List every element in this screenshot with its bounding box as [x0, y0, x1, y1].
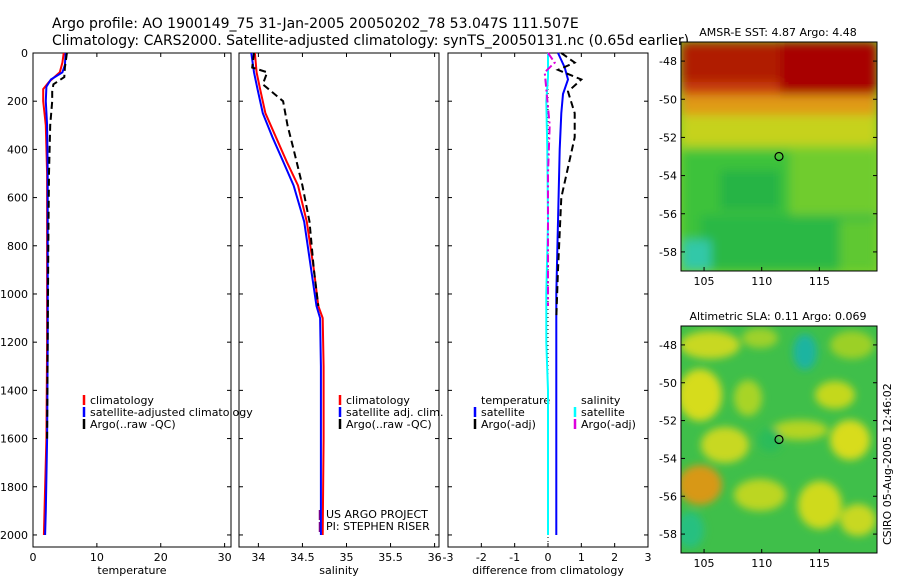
lat-tick-label: -54	[659, 170, 677, 183]
temperature-legend: climatology satellite-adjusted climatolo…	[82, 394, 253, 431]
lon-tick-label: 105	[694, 557, 715, 570]
salinity-panel: 34 34.5 35 35.5 36 salinity	[238, 52, 442, 577]
x-tick-label: 35.5	[378, 551, 403, 564]
x-tick-label: 0	[545, 551, 552, 564]
series-line-3	[543, 52, 557, 306]
legend-header-salinity: salinity	[581, 394, 621, 407]
salinity-plot-frame	[238, 52, 440, 548]
lat-tick-label: -48	[659, 339, 677, 352]
x-tick-label: 36	[428, 551, 442, 564]
lat-tick-label: -52	[659, 131, 677, 144]
legend-entry-sal-satellite: satellite	[581, 406, 625, 419]
y-tick-label: 1400	[0, 384, 28, 397]
project-credit: US ARGO PROJECT PI: STEPHEN RISER	[318, 508, 430, 533]
lat-tick-label: -56	[659, 490, 677, 503]
salinity-legend: climatology satellite adj. clim. Argo(..…	[338, 394, 443, 431]
legend-entry-climatology: climatology	[90, 394, 154, 407]
x-tick-label: 34	[251, 551, 265, 564]
legend-entry-argo: Argo(..raw -QC)	[90, 418, 176, 431]
credit-project: US ARGO PROJECT	[326, 508, 428, 521]
lon-tick-label: 110	[751, 275, 772, 288]
difference-panel: -3 -2 -1 0 1 2 3 difference from climatology	[443, 52, 652, 577]
lon-tick-label: 115	[809, 557, 830, 570]
legend-header-temperature: temperature	[481, 394, 550, 407]
float-location-marker	[774, 151, 784, 162]
legend-entry-argo: Argo(..raw -QC)	[346, 418, 432, 431]
x-tick-label: 2	[611, 551, 618, 564]
credit-pi: PI: STEPHEN RISER	[326, 520, 430, 533]
x-tick-label: -3	[443, 551, 454, 564]
sla-map-title: Altimetric SLA: 0.11 Argo: 0.069	[689, 310, 866, 323]
lat-tick-label: -54	[659, 452, 677, 465]
legend-entry-climatology: climatology	[346, 394, 410, 407]
lon-tick-label: 110	[751, 557, 772, 570]
difference-x-axis-label: difference from climatology	[472, 564, 624, 577]
sst_map-panel: -48 -50 -52 -54 -56 -58 105 110 115	[659, 55, 877, 288]
x-tick-label: 10	[90, 551, 104, 564]
y-tick-label: 1200	[0, 336, 28, 349]
x-tick-label: 34.5	[290, 551, 315, 564]
legend-entry-satellite-adjusted: satellite-adjusted climatology	[90, 406, 253, 419]
float-location-marker	[774, 434, 784, 445]
climatology-subtitle: Climatology: CARS2000. Satellite-adjuste…	[52, 33, 689, 49]
lat-tick-label: -50	[659, 93, 677, 106]
x-tick-label: 1	[578, 551, 585, 564]
difference-legend: temperature satellite Argo(-adj) salinit…	[473, 394, 636, 431]
y-tick-label: 800	[7, 240, 28, 253]
x-tick-label: 0	[30, 551, 37, 564]
lat-tick-label: -50	[659, 377, 677, 390]
x-tick-label: 20	[154, 551, 168, 564]
sst-heatmap	[681, 42, 877, 271]
x-tick-label: 35	[339, 551, 353, 564]
lat-tick-label: -48	[659, 55, 677, 68]
legend-entry-sal-argo: Argo(-adj)	[581, 418, 636, 431]
x-tick-label: -2	[476, 551, 487, 564]
series-line-0	[555, 52, 570, 535]
profile-title: Argo profile: AO 1900149_75 31-Jan-2005 …	[52, 16, 579, 32]
sla-heatmap	[681, 326, 877, 553]
salinity-x-axis-label: salinity	[319, 564, 359, 577]
csiro-timestamp: CSIRO 05-Aug-2005 12:46:02	[881, 383, 894, 545]
y-tick-label: 400	[7, 143, 28, 156]
series-line-2	[251, 52, 320, 307]
lat-tick-label: -56	[659, 208, 677, 221]
y-tick-label: 200	[7, 95, 28, 108]
y-tick-label: 0	[21, 47, 28, 60]
series-line-2	[545, 53, 550, 535]
temperature-plot-frame	[32, 52, 232, 548]
y-tick-label: 600	[7, 192, 28, 205]
y-tick-label: 1600	[0, 433, 28, 446]
lat-tick-label: -58	[659, 246, 677, 259]
sst-map-title: AMSR-E SST: 4.87 Argo: 4.48	[699, 26, 857, 39]
y-tick-label: 1800	[0, 481, 28, 494]
y-tick-label: 2000	[0, 529, 28, 542]
lat-tick-label: -58	[659, 528, 677, 541]
lon-tick-label: 105	[694, 275, 715, 288]
lon-tick-label: 115	[809, 275, 830, 288]
x-tick-label: -1	[509, 551, 520, 564]
x-tick-label: 3	[645, 551, 652, 564]
sla_map-panel: -48 -50 -52 -54 -56 -58 105 110 115	[659, 339, 877, 570]
lat-tick-label: -52	[659, 415, 677, 428]
legend-entry-temp-argo: Argo(-adj)	[481, 418, 536, 431]
x-tick-label: 30	[218, 551, 232, 564]
y-tick-label: 1000	[0, 288, 28, 301]
legend-entry-satellite-adj: satellite adj. clim.	[346, 406, 443, 419]
series-line-2	[46, 52, 68, 439]
series-line-1	[555, 52, 584, 319]
temperature-x-axis-label: temperature	[97, 564, 166, 577]
series-line-0	[253, 52, 325, 536]
series-line-1	[250, 52, 322, 535]
legend-entry-temp-satellite: satellite	[481, 406, 525, 419]
